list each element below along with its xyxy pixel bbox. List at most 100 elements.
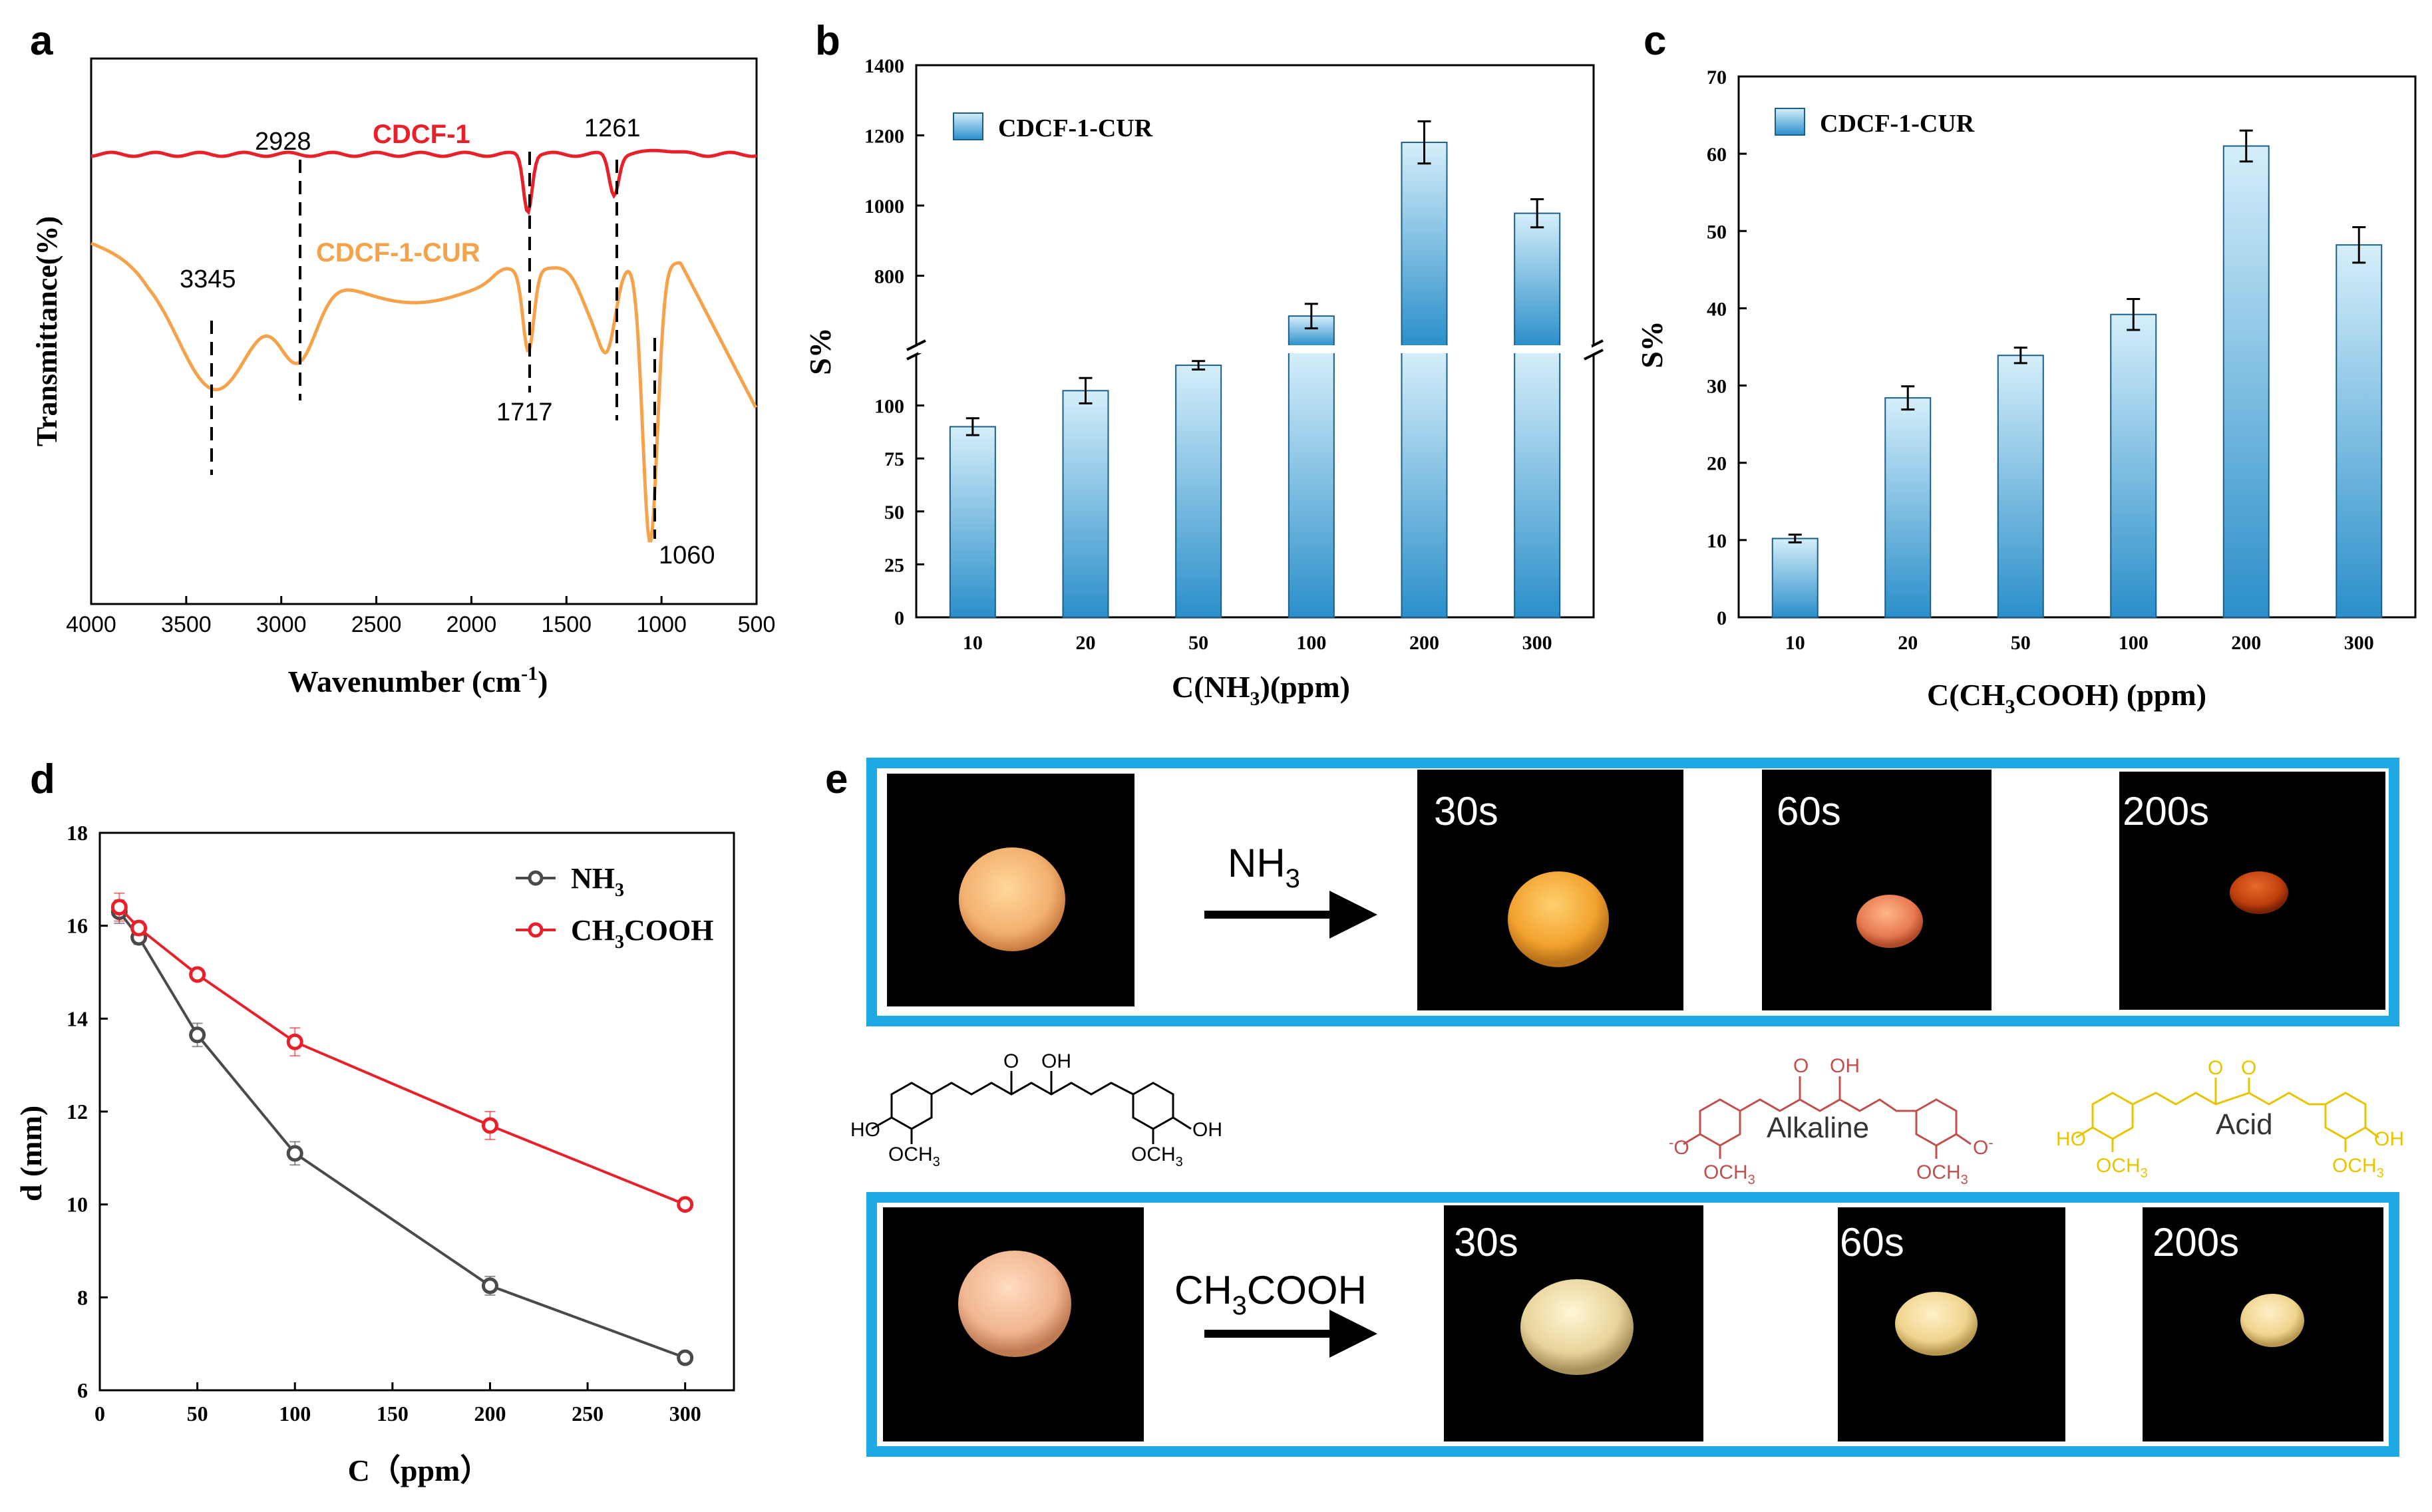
sample-ball-ch3cooh-60s xyxy=(1895,1292,1978,1356)
alkaline-o-label: O xyxy=(1793,1055,1809,1077)
bar-b xyxy=(949,426,996,618)
y-tick-label-c: 10 xyxy=(1707,530,1727,552)
legend-label-cdcf-1: CDCF-1 xyxy=(373,120,470,149)
legend-label-ch3cooh: CH3COOH xyxy=(571,914,713,953)
legend-marker-nh3 xyxy=(528,870,544,886)
photo-nh3-60s xyxy=(1762,770,1992,1010)
x-tick-label-a: 2500 xyxy=(351,612,402,637)
legend-label-nh3: NH3 xyxy=(571,862,624,901)
y-axis-label-a: Transmittance(%) xyxy=(31,216,63,446)
time-label-nh3-200s: 200s xyxy=(2123,789,2209,833)
sample-ball-before-ch3cooh xyxy=(958,1251,1071,1357)
structure-acid-labels: O O HO OCH3 OH OCH3 xyxy=(2056,1057,2404,1181)
sample-ball-ch3cooh-30s xyxy=(1520,1279,1634,1375)
x-tick-label-d: 200 xyxy=(474,1402,506,1426)
neutral-och3-right: OCH3 xyxy=(1131,1143,1183,1169)
neutral-o-label: O xyxy=(1003,1050,1019,1072)
data-point-d-0 xyxy=(481,1277,498,1294)
plot-frame-b xyxy=(915,64,1595,619)
y-tick-label-b: 800 xyxy=(874,266,904,288)
y-tick-label-d: 10 xyxy=(67,1193,88,1217)
row1-frame xyxy=(866,758,2399,1026)
bar-b xyxy=(1175,365,1222,618)
x-ticks-a: 4000 3500 3000 2500 2000 1500 1000 500 xyxy=(66,596,775,637)
legend-label-b: CDCF-1-CUR xyxy=(998,114,1153,142)
time-label-ch3cooh-30s: 30s xyxy=(1454,1220,1518,1265)
bar-c xyxy=(1884,397,1932,618)
series-line-d-1 xyxy=(118,906,686,1206)
neutral-och3-left: OCH3 xyxy=(888,1143,940,1169)
acid-oh-label: OH xyxy=(2374,1128,2404,1150)
legend-swatch-c xyxy=(1775,108,1805,136)
data-point-d-0 xyxy=(677,1349,694,1366)
acid-o1-label: O xyxy=(2208,1057,2223,1079)
bar-c xyxy=(1771,537,1819,619)
series-line-cdcf-1-real xyxy=(90,148,757,216)
structure-label-alkaline: Alkaline xyxy=(1767,1112,1869,1144)
alkaline-och3-right: OCH3 xyxy=(1916,1161,1968,1187)
x-tick-label-a: 1500 xyxy=(541,612,592,637)
panel-label-b: b xyxy=(815,18,840,64)
y-axis-label-b: S% xyxy=(803,327,837,375)
x-tick-label-b: 100 xyxy=(1296,632,1326,654)
data-point-d-1 xyxy=(189,966,206,983)
structure-alkaline-labels: O OH -O OCH3 O- OCH3 xyxy=(1669,1055,1994,1187)
sample-ball-before-nh3 xyxy=(959,847,1065,951)
x-tick-label-c: 50 xyxy=(2011,632,2031,654)
x-tick-label-c: 20 xyxy=(1898,632,1918,654)
x-tick-label-d: 150 xyxy=(377,1402,409,1426)
annotation-2928: 2928 xyxy=(255,128,311,156)
neutral-oh-right: OH xyxy=(1192,1119,1222,1141)
y-tick-label-b: 75 xyxy=(884,448,904,470)
alkaline-o-minus-right: O- xyxy=(1973,1134,1994,1159)
acid-ho-label: HO xyxy=(2056,1128,2086,1150)
bar-c xyxy=(2336,244,2383,619)
panel-a: a 4000 3500 3000 2500 2000 1500 1000 500 CDCF-1… xyxy=(30,18,775,698)
series-line-cdcf-1-cur xyxy=(90,241,758,543)
x-tick-label-d: 100 xyxy=(279,1402,311,1426)
panel-b: b 0 25 50 75 100 800 1000 1200 1400 10 20 50 100 200 3… xyxy=(803,18,1604,710)
acid-o2-label: O xyxy=(2241,1057,2256,1079)
x-tick-label-a: 3000 xyxy=(256,612,307,637)
y-axis-label-d: d (mm) xyxy=(14,1106,48,1201)
data-point-d-1 xyxy=(677,1196,694,1213)
x-tick-label-b: 300 xyxy=(1522,632,1552,654)
time-label-ch3cooh-200s: 200s xyxy=(2153,1220,2239,1265)
time-label-ch3cooh-60s: 60s xyxy=(1840,1220,1904,1265)
panel-e: e NH3 30s 60s 200s O OH xyxy=(825,756,2404,1457)
bar-b xyxy=(1062,390,1109,618)
axis-break-mark xyxy=(906,339,926,351)
y-tick-label-b: 1000 xyxy=(864,196,904,218)
bar-b-lower xyxy=(1514,352,1561,618)
legend-label-c: CDCF-1-CUR xyxy=(1820,110,1975,138)
y-tick-label-d: 6 xyxy=(77,1378,88,1402)
x-axis-label-d: C（ppm） xyxy=(348,1453,491,1487)
structure-curcumin-neutral xyxy=(871,1071,1192,1144)
data-point-d-0 xyxy=(286,1145,303,1162)
annotation-3345: 3345 xyxy=(180,265,236,293)
x-tick-label-a: 500 xyxy=(738,612,776,637)
sample-ball-nh3-200s xyxy=(2230,871,2288,914)
time-label-nh3-60s: 60s xyxy=(1777,789,1841,833)
x-tick-label-d: 0 xyxy=(94,1402,105,1426)
y-tick-label-b: 50 xyxy=(884,502,904,524)
y-tick-label-c: 50 xyxy=(1707,221,1727,243)
x-tick-label-c: 300 xyxy=(2344,632,2374,654)
x-tick-label-d: 300 xyxy=(669,1402,701,1426)
y-tick-label-c: 70 xyxy=(1707,67,1727,88)
structure-curcumin-acid xyxy=(2075,1078,2379,1152)
y-tick-label-d: 16 xyxy=(67,914,88,938)
bar-b-upper xyxy=(1514,212,1561,347)
bar-b-lower xyxy=(1401,352,1448,618)
x-tick-label-b: 50 xyxy=(1188,632,1208,654)
bar-c xyxy=(2222,145,2270,618)
data-point-d-1 xyxy=(130,919,148,937)
acid-och3-left: OCH3 xyxy=(2096,1155,2148,1181)
y-tick-label-b: 100 xyxy=(874,396,904,418)
y-tick-label-b: 25 xyxy=(884,554,904,576)
bar-c xyxy=(1997,355,2044,618)
line-chart-d: 0 50 100 150 200 250 300 6 8 10 12 14 16 18 xyxy=(67,821,735,1426)
sample-ball-nh3-60s xyxy=(1856,895,1923,948)
y-tick-label-b: 1400 xyxy=(864,55,904,77)
